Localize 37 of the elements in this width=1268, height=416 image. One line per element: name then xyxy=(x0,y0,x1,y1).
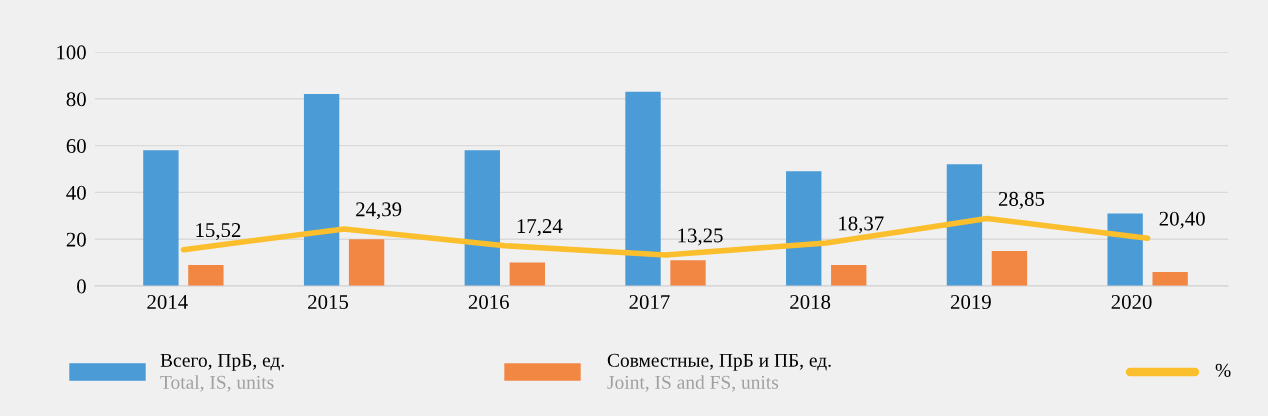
bar xyxy=(831,264,867,286)
legend-label: Всего, ПрБ, ед. Total, IS, units xyxy=(160,353,284,392)
data-label: 13,25 xyxy=(678,228,723,246)
bar xyxy=(1107,213,1143,286)
bar xyxy=(464,150,500,286)
data-label: 15,52 xyxy=(196,223,241,241)
legend-label: Совместные, ПрБ и ПБ, ед. Joint, IS and FS, units xyxy=(607,353,831,392)
bar xyxy=(348,239,385,286)
y-tick-label: 80 xyxy=(66,92,86,107)
x-tick-label: 2020 xyxy=(1111,294,1152,309)
bar xyxy=(143,150,179,286)
y-tick-label: 0 xyxy=(77,279,86,294)
y-tick-label: 100 xyxy=(57,45,86,60)
data-label: 17,24 xyxy=(517,219,563,237)
data-label: 28,85 xyxy=(998,191,1045,209)
bar xyxy=(509,262,545,286)
bar xyxy=(670,260,706,286)
legend-label: % xyxy=(1215,363,1231,377)
bar xyxy=(188,264,224,286)
y-tick-label: 40 xyxy=(66,185,86,200)
bar xyxy=(625,91,661,286)
x-tick-label: 2015 xyxy=(308,294,349,309)
bar xyxy=(303,94,340,286)
x-tick-label: 2016 xyxy=(468,294,509,309)
y-tick-label: 60 xyxy=(66,138,86,154)
data-label: 18,37 xyxy=(839,216,884,234)
bar xyxy=(1152,271,1188,286)
bar xyxy=(786,171,822,286)
x-tick-label: 2017 xyxy=(629,294,670,309)
x-tick-label: 2014 xyxy=(147,294,188,309)
data-label: 20,40 xyxy=(1159,211,1205,229)
x-tick-label: 2018 xyxy=(790,294,831,309)
bar xyxy=(946,164,983,286)
data-label: 24,39 xyxy=(356,202,402,220)
bar xyxy=(991,250,1028,286)
x-tick-label: 2019 xyxy=(950,294,991,309)
y-tick-label: 20 xyxy=(66,232,86,247)
